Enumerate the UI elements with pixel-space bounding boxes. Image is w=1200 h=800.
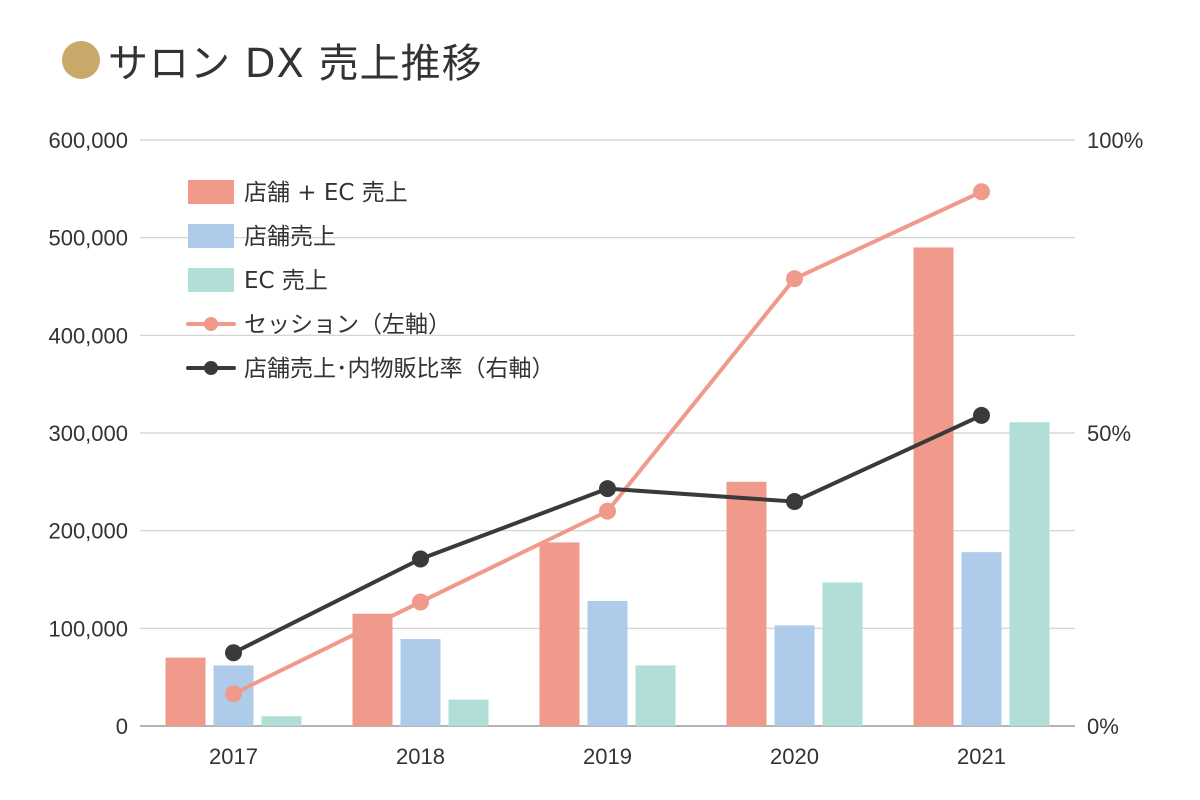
y-left-tick-label: 500,000 bbox=[48, 226, 128, 251]
bar-2020-3 bbox=[822, 582, 863, 726]
bar-2019-3 bbox=[635, 665, 676, 726]
legend-label: 店舗売上 bbox=[244, 224, 336, 250]
bar-2018-2 bbox=[400, 639, 441, 726]
bar-2020-1 bbox=[726, 481, 767, 726]
bar-2021-1 bbox=[913, 247, 954, 726]
bar-2017-3 bbox=[261, 716, 302, 726]
y-right-tick-label: 100% bbox=[1087, 128, 1143, 153]
legend-label: 店舗 + EC 売上 bbox=[244, 180, 408, 206]
y-left-tick-label: 300,000 bbox=[48, 421, 128, 446]
ratio-point-2020 bbox=[786, 493, 803, 511]
bar-2018-3 bbox=[448, 699, 489, 726]
x-tick-label: 2019 bbox=[583, 744, 632, 769]
y-left-tick-label: 200,000 bbox=[48, 519, 128, 544]
x-tick-label: 2018 bbox=[396, 744, 445, 769]
legend-label: 店舗売上･内物販比率（右軸） bbox=[244, 356, 555, 382]
bar-2019-1 bbox=[539, 542, 580, 726]
legend-label: EC 売上 bbox=[244, 268, 328, 294]
x-tick-label: 2021 bbox=[957, 744, 1006, 769]
legend-swatch-marker bbox=[204, 317, 218, 331]
session-point-2017 bbox=[225, 685, 242, 703]
ratio-point-2017 bbox=[225, 644, 242, 662]
ratio-point-2018 bbox=[412, 550, 429, 568]
chart-title: サロン DX 売上推移 bbox=[108, 41, 483, 87]
chart-header: サロン DX 売上推移 bbox=[62, 34, 483, 87]
series-lines bbox=[225, 183, 990, 703]
y-left-tick-label: 400,000 bbox=[48, 323, 128, 348]
bar-2020-2 bbox=[774, 625, 815, 726]
x-tick-label: 2017 bbox=[209, 744, 258, 769]
legend-swatch bbox=[188, 268, 234, 292]
y-left-tick-label: 600,000 bbox=[48, 128, 128, 153]
axes: 0 100,000 200,000 300,000 400,000 500,000 600,… bbox=[48, 128, 1143, 769]
bar-2021-3 bbox=[1009, 422, 1050, 726]
session-point-2020 bbox=[786, 270, 803, 288]
title-dot-icon bbox=[62, 41, 100, 79]
legend-swatch-marker bbox=[204, 361, 218, 375]
session-point-2021 bbox=[973, 183, 990, 201]
y-left-tick-label: 100,000 bbox=[48, 616, 128, 641]
ratio-point-2021 bbox=[973, 406, 990, 424]
bars bbox=[165, 247, 1050, 726]
x-tick-label: 2020 bbox=[770, 744, 819, 769]
bar-2021-2 bbox=[961, 552, 1002, 726]
y-right-tick-label: 0% bbox=[1087, 714, 1119, 739]
session-point-2018 bbox=[412, 593, 429, 611]
y-left-tick-label: 0 bbox=[116, 714, 128, 739]
ratio-point-2019 bbox=[599, 480, 616, 498]
session-point-2019 bbox=[599, 502, 616, 520]
legend-label: セッション（左軸） bbox=[244, 312, 451, 338]
legend-swatch bbox=[188, 224, 234, 248]
bar-2017-1 bbox=[165, 657, 206, 726]
y-right-tick-label: 50% bbox=[1087, 421, 1131, 446]
legend-swatch bbox=[188, 180, 234, 204]
bar-2019-2 bbox=[587, 600, 628, 726]
